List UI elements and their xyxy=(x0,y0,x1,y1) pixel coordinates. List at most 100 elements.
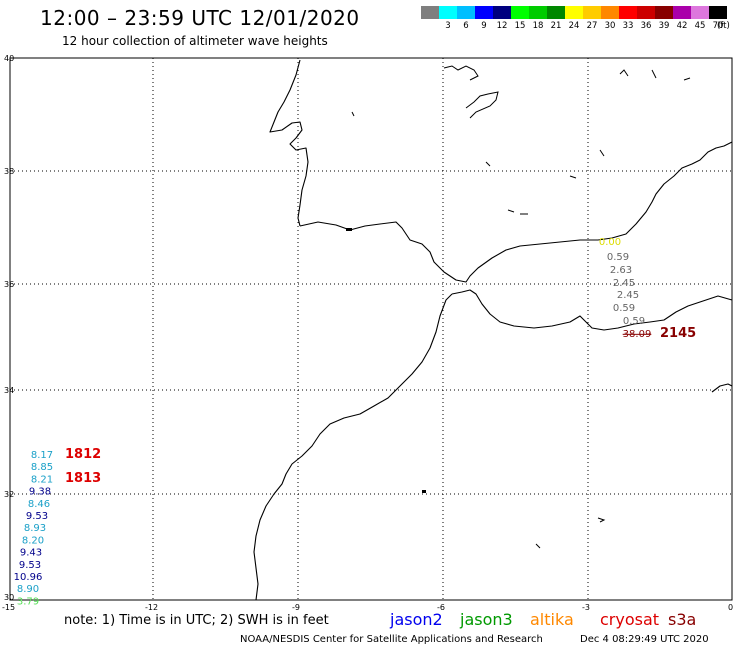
legend-label: 70 xyxy=(712,21,724,31)
swh-value: 2.45 xyxy=(617,290,639,301)
map-subtitle: 12 hour collection of altimeter wave hei… xyxy=(62,34,328,48)
legend-bin: 70 xyxy=(709,6,727,31)
lat-tick: 36 xyxy=(4,280,14,289)
coast-spain-med xyxy=(597,141,733,241)
coast-gulf-cadiz xyxy=(299,221,598,283)
mediterranean-pass-label: 2145 xyxy=(660,326,696,341)
mediterranean-track-values: 0.00 0.59 2.63 2.452.45 0.59 0.59 38.09 xyxy=(599,237,651,340)
lon-tick: 0 xyxy=(728,603,733,612)
swh-value: 0.59 xyxy=(607,252,629,263)
legend-swatch xyxy=(637,6,655,19)
island-madeira-speck xyxy=(422,490,426,493)
lat-tick: 34 xyxy=(4,386,14,395)
swh-value: 9.53 xyxy=(26,511,48,522)
swh-value: 9.38 xyxy=(29,487,51,498)
legend-swatch xyxy=(709,6,727,19)
swh-value: 0.59 xyxy=(623,316,645,327)
legend-swatch xyxy=(529,6,547,19)
coast-speck xyxy=(346,228,352,231)
lon-tick: -3 xyxy=(582,603,590,612)
footer-note: note: 1) Time is in UTC; 2) SWH is in fe… xyxy=(64,613,329,628)
swh-value: 0.00 xyxy=(599,237,621,248)
swh-value: 9.53 xyxy=(19,560,41,571)
legend-bin: 3 xyxy=(439,6,457,31)
legend-bin: 6 xyxy=(457,6,475,31)
legend-label: 15 xyxy=(514,21,526,31)
swh-value: 10.96 xyxy=(14,572,43,583)
lon-tick: -15 xyxy=(2,603,15,612)
mission-jason3: jason3 xyxy=(460,610,513,629)
legend-bin: 21 xyxy=(547,6,565,31)
legend-label: 21 xyxy=(550,21,562,31)
legend-bin: 33 xyxy=(619,6,637,31)
legend-swatch xyxy=(619,6,637,19)
legend-bin: 9 xyxy=(475,6,493,31)
legend-swatch xyxy=(691,6,709,19)
island xyxy=(507,209,515,213)
lon-tick: -9 xyxy=(292,603,300,612)
legend-bin: 39 xyxy=(655,6,673,31)
legend-swatch xyxy=(439,6,457,19)
legend-swatch xyxy=(655,6,673,19)
island xyxy=(683,77,691,81)
island xyxy=(351,111,355,117)
pass-time-label: 1812 xyxy=(65,447,101,462)
island xyxy=(535,543,541,549)
legend-label: 27 xyxy=(586,21,598,31)
legend-label: 42 xyxy=(676,21,688,31)
legend-label: 9 xyxy=(481,21,487,31)
mission-cryosat: cryosat xyxy=(600,610,660,629)
legend-label: 24 xyxy=(568,21,580,31)
atlantic-track-values: 8.178.858.219.388.469.538.938.209.439.53… xyxy=(14,450,53,607)
island xyxy=(465,91,499,119)
island xyxy=(597,517,606,523)
lat-tick: 30 xyxy=(4,593,14,602)
legend-swatch xyxy=(565,6,583,19)
legend-swatch xyxy=(583,6,601,19)
lat-tick-labels: 40 38 36 34 32 30 xyxy=(4,54,14,602)
coastlines xyxy=(253,59,733,601)
coast-morocco-atlantic xyxy=(253,293,453,601)
legend-label: 3 xyxy=(445,21,451,31)
swh-value: 9.43 xyxy=(20,548,42,559)
coast-iberia-west xyxy=(269,59,309,227)
legend-bin: 24 xyxy=(565,6,583,31)
swh-value: 8.93 xyxy=(24,523,46,534)
legend-swatch xyxy=(673,6,691,19)
swh-value: 38.09 xyxy=(623,329,652,340)
mission-jason2: jason2 xyxy=(390,610,443,629)
legend-swatch xyxy=(547,6,565,19)
legend-bin: 12 xyxy=(493,6,511,31)
legend-label: 12 xyxy=(496,21,508,31)
legend-swatch xyxy=(475,6,493,19)
map-title: 12:00 – 23:59 UTC 12/01/2020 xyxy=(40,6,360,30)
legend-swatch xyxy=(493,6,511,19)
atlantic-pass-labels: 1812 1813 xyxy=(65,447,101,486)
swh-value: 8.17 xyxy=(31,450,53,461)
legend-bin: 42 xyxy=(673,6,691,31)
legend-label: 45 xyxy=(694,21,706,31)
swh-value: 8.85 xyxy=(31,462,53,473)
legend-label: 36 xyxy=(640,21,652,31)
legend-unit: (ft) xyxy=(717,21,730,31)
legend-label: 30 xyxy=(604,21,616,31)
swh-value: 8.90 xyxy=(17,584,39,595)
island xyxy=(485,161,491,167)
swh-value: 8.21 xyxy=(31,474,53,485)
lon-tick: -6 xyxy=(437,603,445,612)
lon-tick-labels: -15 -12 -9 -6 -3 0 xyxy=(2,603,733,612)
legend-label: 6 xyxy=(463,21,469,31)
legend-bin: 36 xyxy=(637,6,655,31)
legend-swatch xyxy=(421,6,439,19)
swh-value: 2.45 xyxy=(613,278,635,289)
credit-line: NOAA/NESDIS Center for Satellite Applica… xyxy=(240,634,543,645)
lat-tick: 40 xyxy=(4,54,14,63)
islands xyxy=(351,65,691,549)
lon-tick: -12 xyxy=(145,603,158,612)
coast-morocco-north xyxy=(451,289,733,331)
legend-bin: 15 xyxy=(511,6,529,31)
island xyxy=(619,69,629,77)
swh-value: 2.63 xyxy=(610,265,632,276)
lat-tick: 38 xyxy=(4,167,14,176)
legend-label: 33 xyxy=(622,21,634,31)
